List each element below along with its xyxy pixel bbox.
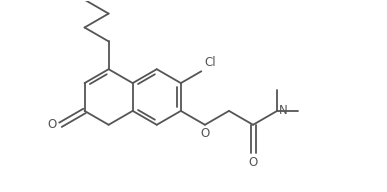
Text: O: O — [47, 118, 57, 131]
Text: O: O — [200, 127, 209, 140]
Text: N: N — [279, 104, 288, 117]
Text: O: O — [248, 156, 258, 169]
Text: Cl: Cl — [204, 56, 216, 69]
